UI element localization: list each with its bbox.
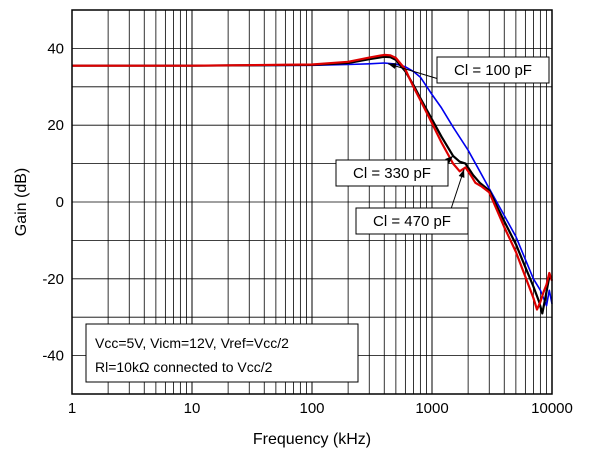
- x-tick-label: 10: [184, 400, 201, 417]
- callout-arrowhead: [388, 63, 397, 69]
- callout-leader: [387, 63, 443, 81]
- callout-arrowhead: [445, 155, 454, 164]
- series-line-2: [72, 55, 553, 315]
- test-conditions-frame: [85, 323, 359, 383]
- callout-label: Cl = 100 pF: [454, 62, 532, 79]
- callout-box: [335, 159, 449, 187]
- x-tick-label: 1000: [415, 400, 448, 417]
- callout-box: [436, 56, 550, 84]
- test-conditions-box: Vcc=5V, Vicm=12V, Vref=Vcc/2 Rl=10kΩ con…: [85, 323, 359, 383]
- series-line-1: [72, 62, 553, 307]
- axis-ticks: 1 10 100 1000 10000 40 20 0 -20 -40: [42, 40, 573, 417]
- series-lines: [72, 53, 554, 315]
- callout-label: Cl = 470 pF: [373, 213, 451, 230]
- y-tick-label: 40: [47, 40, 64, 57]
- y-tick-label: 20: [47, 117, 64, 134]
- x-tick-label: 100: [299, 400, 324, 417]
- y-tick-label: -20: [42, 271, 64, 288]
- callout-label: Cl = 330 pF: [353, 165, 431, 182]
- series-callouts: Cl = 100 pF Cl = 330 pF Cl = 470 pF: [335, 56, 550, 235]
- callout-arrowhead: [458, 169, 465, 178]
- series-line-3: [72, 53, 554, 311]
- y-tick-label: -40: [42, 348, 64, 365]
- test-conditions-line-1: Vcc=5V, Vicm=12V, Vref=Vcc/2: [95, 335, 289, 351]
- callout-box: [355, 207, 469, 235]
- test-conditions-line-2: Rl=10kΩ connected to Vcc/2: [95, 359, 273, 375]
- x-tick-label: 10000: [531, 400, 573, 417]
- plot-frame: [71, 9, 553, 395]
- x-axis-label: Frequency (kHz): [253, 431, 371, 448]
- x-tick-label: 1: [68, 400, 76, 417]
- y-axis-label: Gain (dB): [13, 168, 30, 236]
- y-tick-label: 0: [56, 194, 64, 211]
